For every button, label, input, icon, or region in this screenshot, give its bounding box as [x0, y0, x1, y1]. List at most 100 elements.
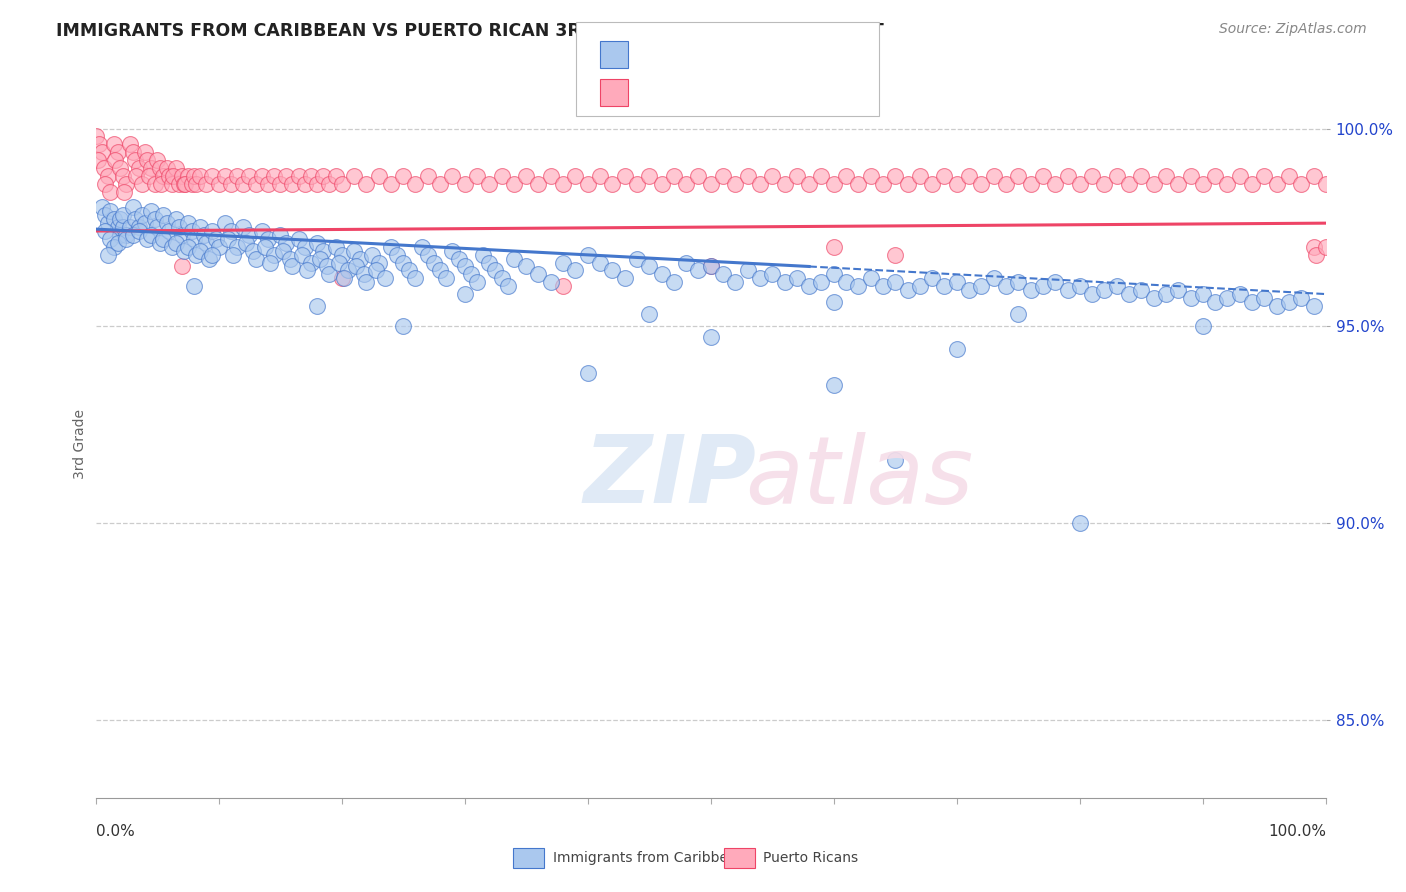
Point — [602, 263, 624, 277]
Point — [1241, 177, 1264, 191]
Point — [173, 244, 195, 258]
Point — [205, 232, 228, 246]
Point — [330, 247, 353, 261]
Point — [576, 247, 599, 261]
Point — [188, 244, 211, 258]
Point — [354, 177, 377, 191]
Point — [242, 244, 264, 258]
Point — [201, 247, 224, 261]
Point — [564, 263, 586, 277]
Point — [259, 255, 281, 269]
Point — [103, 240, 125, 254]
Point — [232, 220, 254, 235]
Point — [983, 169, 1005, 183]
Point — [662, 275, 685, 289]
Point — [97, 169, 120, 183]
Text: Immigrants from Caribbean: Immigrants from Caribbean — [553, 851, 745, 865]
Point — [553, 279, 575, 293]
Point — [737, 263, 759, 277]
Point — [169, 220, 191, 235]
Text: ZIP: ZIP — [583, 431, 756, 524]
Point — [995, 177, 1018, 191]
Point — [333, 271, 356, 285]
Point — [325, 240, 347, 254]
Point — [238, 169, 260, 183]
Point — [700, 330, 723, 344]
Point — [1265, 177, 1288, 191]
Point — [307, 299, 329, 313]
Point — [112, 185, 135, 199]
Point — [149, 161, 172, 175]
Point — [1019, 177, 1042, 191]
Point — [128, 161, 150, 175]
Point — [281, 177, 304, 191]
Point — [934, 279, 956, 293]
Point — [152, 169, 174, 183]
Point — [84, 129, 107, 144]
Point — [276, 169, 298, 183]
Point — [675, 255, 697, 269]
Point — [343, 244, 366, 258]
Point — [602, 177, 624, 191]
Point — [1315, 240, 1337, 254]
Point — [318, 177, 340, 191]
Point — [183, 232, 205, 246]
Point — [139, 204, 162, 219]
Point — [1305, 247, 1327, 261]
Point — [1180, 169, 1202, 183]
Point — [98, 204, 122, 219]
Point — [983, 271, 1005, 285]
Point — [160, 177, 183, 191]
Point — [208, 177, 231, 191]
Point — [214, 216, 236, 230]
Point — [90, 145, 112, 160]
Point — [478, 255, 501, 269]
Point — [970, 177, 993, 191]
Point — [134, 216, 156, 230]
Point — [367, 169, 389, 183]
Point — [589, 169, 612, 183]
Point — [159, 224, 180, 238]
Point — [638, 307, 661, 321]
Point — [1253, 169, 1275, 183]
Point — [1069, 516, 1091, 530]
Text: R = -0.183: R = -0.183 — [643, 47, 724, 62]
Point — [128, 220, 150, 235]
Point — [111, 220, 134, 235]
Point — [367, 255, 389, 269]
Point — [835, 275, 858, 289]
Point — [503, 252, 526, 266]
Point — [1143, 291, 1166, 305]
Point — [146, 220, 169, 235]
Point — [688, 169, 710, 183]
Point — [429, 177, 451, 191]
Point — [1118, 287, 1140, 301]
Point — [120, 137, 141, 152]
Point — [197, 252, 221, 266]
Point — [222, 247, 245, 261]
Point — [724, 275, 747, 289]
Point — [208, 240, 231, 254]
Point — [447, 252, 470, 266]
Point — [336, 263, 359, 277]
Point — [343, 169, 366, 183]
Point — [131, 177, 153, 191]
Point — [1105, 169, 1128, 183]
Point — [1019, 283, 1042, 297]
Point — [269, 177, 291, 191]
Point — [810, 169, 832, 183]
Point — [1094, 177, 1116, 191]
Point — [1302, 240, 1324, 254]
Point — [125, 169, 148, 183]
Point — [527, 268, 550, 282]
Point — [188, 220, 211, 235]
Point — [263, 247, 285, 261]
Point — [316, 260, 339, 274]
Point — [250, 224, 273, 238]
Point — [139, 161, 162, 175]
Text: 0.0%: 0.0% — [96, 824, 135, 838]
Point — [318, 268, 340, 282]
Point — [218, 232, 240, 246]
Point — [434, 271, 457, 285]
Point — [1291, 177, 1313, 191]
